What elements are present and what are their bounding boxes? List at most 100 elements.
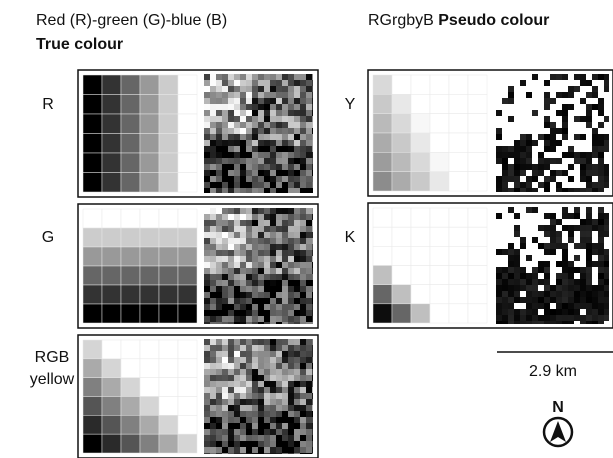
grid-cell bbox=[102, 378, 121, 397]
image-pixel bbox=[562, 213, 568, 219]
image-pixel bbox=[276, 310, 282, 316]
image-pixel bbox=[550, 110, 556, 116]
image-pixel bbox=[288, 208, 294, 214]
image-pixel bbox=[514, 243, 520, 249]
grid-cell bbox=[449, 172, 468, 191]
image-pixel bbox=[240, 244, 246, 250]
image-pixel bbox=[520, 213, 526, 219]
image-pixel bbox=[574, 98, 580, 104]
image-pixel bbox=[312, 188, 313, 193]
image-pixel bbox=[502, 285, 508, 291]
image-pixel bbox=[234, 447, 240, 453]
image-pixel bbox=[246, 357, 252, 363]
image-pixel bbox=[580, 273, 586, 279]
image-pixel bbox=[580, 146, 586, 152]
grid-cell bbox=[83, 75, 102, 95]
image-pixel bbox=[258, 441, 264, 447]
image-pixel bbox=[580, 188, 586, 192]
image-pixel bbox=[592, 122, 598, 128]
grid-cell bbox=[392, 304, 411, 323]
image-pixel bbox=[258, 110, 264, 116]
grid-cell bbox=[178, 415, 197, 434]
image-pixel bbox=[204, 220, 210, 226]
image-pixel bbox=[288, 405, 294, 411]
image-pixel bbox=[252, 274, 258, 280]
image-pixel bbox=[210, 393, 216, 399]
image-pixel bbox=[294, 417, 300, 423]
image-pixel bbox=[264, 357, 270, 363]
image-pixel bbox=[258, 238, 264, 244]
image-pixel bbox=[228, 441, 234, 447]
image-pixel bbox=[562, 98, 568, 104]
image-pixel bbox=[282, 164, 288, 170]
image-pixel bbox=[210, 98, 216, 104]
image-pixel bbox=[556, 285, 562, 291]
image-pixel bbox=[598, 176, 604, 182]
image-pixel bbox=[282, 232, 288, 238]
image-pixel bbox=[258, 92, 264, 98]
image-pixel bbox=[574, 309, 580, 315]
image-pixel bbox=[562, 261, 568, 267]
grid-cell bbox=[468, 304, 487, 323]
image-pixel bbox=[234, 164, 240, 170]
image-pixel bbox=[282, 292, 288, 298]
image-pixel bbox=[586, 98, 592, 104]
image-pixel bbox=[234, 316, 240, 322]
image-pixel bbox=[234, 92, 240, 98]
image-pixel bbox=[580, 122, 586, 128]
grid-cell bbox=[121, 340, 140, 359]
image-pixel bbox=[246, 238, 252, 244]
image-pixel bbox=[270, 268, 276, 274]
image-pixel bbox=[532, 164, 538, 170]
image-pixel bbox=[556, 231, 562, 237]
image-pixel bbox=[246, 399, 252, 405]
image-pixel bbox=[222, 208, 228, 214]
image-pixel bbox=[556, 134, 562, 140]
image-pixel bbox=[234, 232, 240, 238]
image-pixel bbox=[502, 80, 508, 86]
image-pixel bbox=[288, 232, 294, 238]
image-pixel bbox=[210, 158, 216, 164]
image-pixel bbox=[604, 261, 609, 267]
image-pixel bbox=[240, 188, 246, 193]
image-pixel bbox=[282, 244, 288, 250]
image-pixel bbox=[204, 363, 210, 369]
image-pixel bbox=[216, 423, 222, 429]
image-pixel bbox=[240, 280, 246, 286]
image-pixel bbox=[574, 140, 580, 146]
image-pixel bbox=[604, 92, 609, 98]
image-pixel bbox=[508, 303, 514, 309]
image-pixel bbox=[312, 322, 313, 324]
image-pixel bbox=[216, 316, 222, 322]
grid-cell bbox=[178, 95, 197, 115]
grid-cell bbox=[178, 285, 197, 304]
image-pixel bbox=[282, 80, 288, 86]
image-pixel bbox=[526, 176, 532, 182]
image-pixel bbox=[586, 309, 592, 315]
image-pixel bbox=[580, 104, 586, 110]
image-pixel bbox=[598, 231, 604, 237]
image-pixel bbox=[228, 298, 234, 304]
image-pixel bbox=[204, 226, 210, 232]
image-pixel bbox=[252, 298, 258, 304]
image-pixel bbox=[306, 447, 312, 453]
image-pixel bbox=[222, 274, 228, 280]
image-pixel bbox=[574, 279, 580, 285]
image-pixel bbox=[276, 244, 282, 250]
image-pixel bbox=[586, 297, 592, 303]
image-pixel bbox=[580, 152, 586, 158]
image-pixel bbox=[300, 164, 306, 170]
image-pixel bbox=[204, 280, 210, 286]
image-pixel bbox=[240, 399, 246, 405]
image-pixel bbox=[240, 92, 246, 98]
image-pixel bbox=[300, 104, 306, 110]
image-pixel bbox=[508, 249, 514, 255]
image-pixel bbox=[228, 164, 234, 170]
image-pixel bbox=[580, 315, 586, 321]
grid-cell bbox=[373, 285, 392, 304]
image-pixel bbox=[544, 86, 550, 92]
image-pixel bbox=[544, 188, 550, 192]
image-pixel bbox=[520, 261, 526, 267]
image-pixel bbox=[288, 128, 294, 134]
image-pixel bbox=[282, 405, 288, 411]
